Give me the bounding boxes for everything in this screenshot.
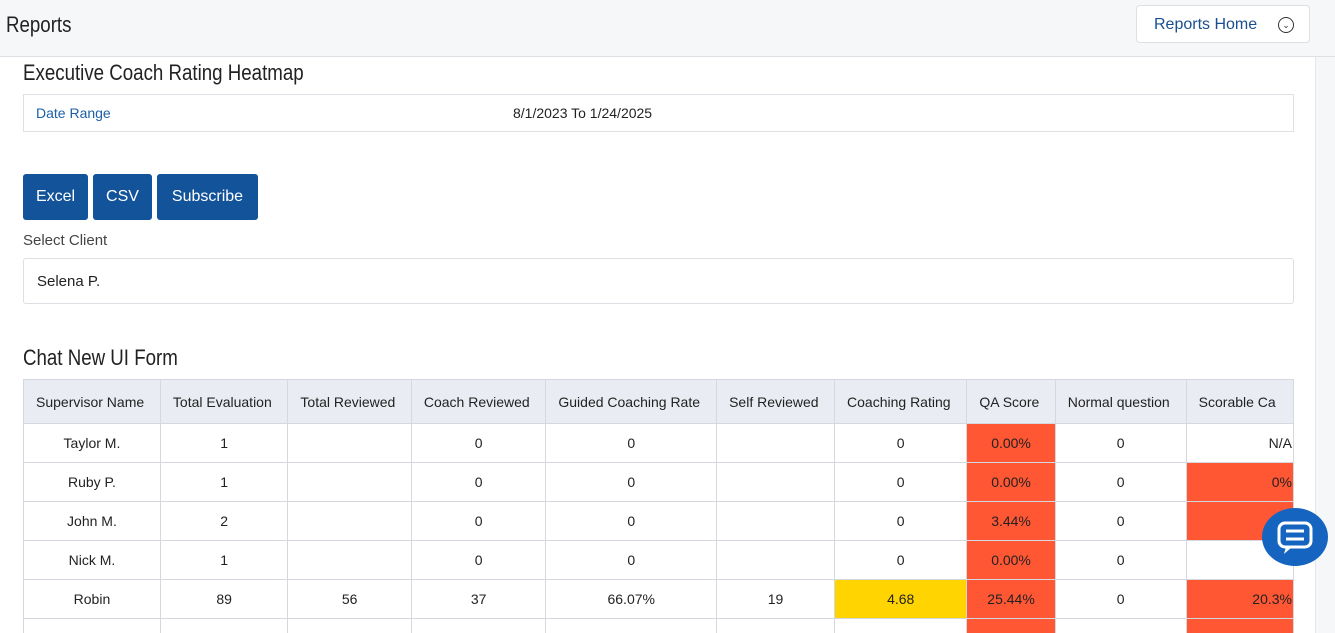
table-row: Taylor M. 1 0 0 0 0.00% 0 N/A	[23, 423, 1294, 463]
csv-button[interactable]: CSV	[93, 174, 152, 220]
table-cell: 0	[410, 501, 547, 541]
table-cell: 0	[410, 540, 547, 580]
header-row: Supervisor Name Total Evaluation Total Rev…	[23, 379, 1294, 424]
page-title: Reports	[6, 12, 72, 37]
table-cell: John M.	[23, 501, 161, 541]
table-cell: 0	[1054, 579, 1187, 619]
table-cell: 0	[545, 501, 718, 541]
chevron[interactable]: ⌄	[1278, 17, 1294, 33]
table-cell: 0	[545, 423, 718, 463]
table-title: Chat New UI Form	[23, 345, 178, 370]
table-cell: 0	[1054, 462, 1187, 502]
table-container: Supervisor Name Total Evaluation Total Rev…	[23, 379, 1294, 633]
table-cell: 56	[287, 579, 412, 619]
table-cell	[716, 540, 836, 580]
table-cell: 2	[159, 501, 289, 541]
table-cell: 25.44%	[966, 579, 1056, 619]
table-row: Rosy20003.33%00%	[23, 618, 1294, 633]
column-header: Supervisor Name	[23, 379, 161, 424]
table-cell: 0	[834, 423, 968, 463]
filter-label: Date Range	[36, 105, 111, 121]
reports-home-menu[interactable]: Reports Home ⌄	[1136, 5, 1310, 43]
table-cell: 0	[545, 462, 718, 502]
column-header: Total Reviewed	[287, 379, 412, 424]
table-cell: 4.68	[834, 579, 968, 619]
table-cell: 0	[545, 540, 718, 580]
table-cell: 1	[159, 423, 289, 463]
table-cell: 0	[410, 618, 547, 633]
table-cell: 1	[159, 540, 289, 580]
column-header: Self Reviewed	[716, 379, 836, 424]
table-cell: 3.44%	[966, 501, 1056, 541]
table-cell: 89	[159, 579, 289, 619]
column-header: Guided Coaching Rate	[545, 379, 718, 424]
client-label: Select Client	[23, 232, 108, 249]
table-cell: 0%	[1185, 462, 1294, 502]
table-cell: 20.3%	[1185, 579, 1294, 619]
table-cell	[287, 618, 412, 633]
table-cell: 0	[1054, 540, 1187, 580]
scrollbar	[1315, 57, 1335, 633]
table-row: Robin 89 56 37 66.07% 19 4.68 25.44% 0 20.3%	[23, 579, 1294, 619]
filter-value: 8/1/2023 To 1/24/2025	[513, 105, 653, 121]
table-cell: 0	[1054, 501, 1187, 541]
subscribe-button[interactable]: Subscribe	[157, 174, 258, 220]
column-header: Total Evaluation	[159, 379, 289, 424]
table-cell: 66.07%	[545, 579, 718, 619]
client-value[interactable]: Selena P.	[37, 273, 101, 290]
table-cell: 2	[159, 618, 289, 633]
top-bar: Reports Reports Home ⌄	[0, 0, 1335, 57]
table-cell: Nick M.	[23, 540, 161, 580]
menu-label[interactable]: Reports Home	[1154, 16, 1258, 33]
table-cell: 37	[410, 579, 547, 619]
column-header: QA Score	[966, 379, 1056, 424]
table-cell: 0	[834, 618, 968, 633]
table-cell	[287, 462, 412, 502]
table-cell: 0.00%	[966, 462, 1056, 502]
chat-icon[interactable]	[1262, 508, 1328, 566]
table-cell	[287, 540, 412, 580]
chat-button[interactable]	[1262, 508, 1328, 566]
excel-button[interactable]: Excel	[23, 174, 88, 220]
table-cell	[287, 423, 412, 463]
table-cell: 0	[545, 618, 718, 633]
table-cell: Taylor M.	[23, 423, 161, 463]
table-cell: 0	[834, 462, 968, 502]
column-header: Scorable Ca	[1185, 379, 1294, 424]
table-row: Ruby P. 1 0 0 0 0.00% 0 0%	[23, 462, 1294, 502]
table-cell: N/A	[1185, 423, 1294, 463]
table-cell: 0	[834, 540, 968, 580]
table-cell: 0	[410, 423, 547, 463]
table-cell: Ruby P.	[23, 462, 161, 502]
table-cell: 0	[1054, 423, 1187, 463]
table-row: Nick M. 1 0 0 0 0.00% 0	[23, 540, 1294, 580]
column-header: Coach Reviewed	[410, 379, 547, 424]
table-cell: 0	[410, 462, 547, 502]
filter-box: Date Range 8/1/2023 To 1/24/2025	[23, 94, 1294, 132]
table-cell: 0%	[1185, 618, 1294, 633]
client-select[interactable]: Selena P.	[23, 258, 1294, 304]
table-cell	[716, 462, 836, 502]
table-cell: 19	[716, 579, 836, 619]
table-cell: 0.00%	[966, 423, 1056, 463]
table-cell: Rosy	[23, 618, 161, 633]
table-cell: Robin	[23, 579, 161, 619]
table-cell	[287, 501, 412, 541]
table-cell	[716, 501, 836, 541]
table-cell	[716, 618, 836, 633]
heatmap-table: Supervisor Name Total Evaluation Total Rev…	[23, 379, 1294, 633]
table-cell: 0	[834, 501, 968, 541]
table-cell	[716, 423, 836, 463]
table-cell: 0.00%	[966, 540, 1056, 580]
table-cell: 3.33%	[966, 618, 1056, 633]
table-cell: 1	[159, 462, 289, 502]
column-header: Normal question	[1054, 379, 1187, 424]
report-title: Executive Coach Rating Heatmap	[23, 60, 304, 85]
column-header: Coaching Rating	[834, 379, 968, 424]
table-cell: 0	[1054, 618, 1187, 633]
